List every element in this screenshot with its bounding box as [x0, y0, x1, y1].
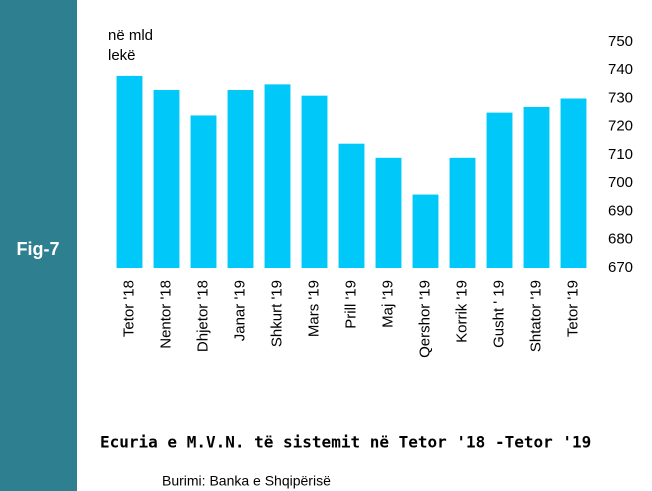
bar: [301, 95, 328, 268]
x-tick-label: Korrik '19: [453, 280, 470, 343]
x-tick-label: Shtator '19: [527, 280, 544, 352]
bar: [560, 98, 587, 268]
x-tick-label: Shkurt '19: [268, 280, 285, 347]
x-tick-label: Maj '19: [379, 280, 396, 328]
bar: [264, 84, 291, 268]
chart-title: Ecuria e M.V.N. të sistemit në Tetor '18…: [100, 433, 591, 452]
bar: [190, 115, 217, 268]
bar: [523, 106, 550, 268]
x-tick-label: Qershor '19: [416, 280, 433, 358]
y-tick-label: 750: [608, 33, 633, 50]
y-tick-label: 730: [608, 89, 633, 106]
x-tick-label: Gusht ' 19: [490, 280, 507, 348]
y-axis-label: në mld: [108, 27, 153, 44]
x-tick-label: Dhjetor '18: [194, 280, 211, 352]
x-tick-label: Tetor '18: [120, 280, 137, 337]
sidebar: [0, 0, 77, 491]
y-tick-label: 740: [608, 61, 633, 78]
bar: [449, 157, 476, 268]
x-tick-label: Tetor '19: [564, 280, 581, 337]
x-tick-label: Janar '19: [231, 280, 248, 341]
figure-label: Fig-7: [17, 239, 60, 259]
y-tick-label: 720: [608, 118, 633, 135]
bar: [375, 157, 402, 268]
x-tick-label: Mars '19: [305, 280, 322, 337]
bar: [227, 90, 254, 269]
y-tick-label: 670: [608, 259, 633, 276]
x-tick-label: Nentor '18: [157, 280, 174, 349]
y-tick-label: 680: [608, 231, 633, 248]
bar: [412, 194, 439, 268]
bar: [153, 90, 180, 269]
y-tick-label: 710: [608, 146, 633, 163]
bar: [338, 143, 365, 268]
bar: [486, 112, 513, 268]
y-axis-label: lekë: [108, 47, 136, 64]
y-tick-label: 690: [608, 202, 633, 219]
source: Burimi: Banka e Shqipërisë: [162, 473, 331, 489]
y-tick-label: 700: [608, 174, 633, 191]
bar: [116, 75, 143, 269]
x-tick-label: Prill '19: [342, 280, 359, 329]
